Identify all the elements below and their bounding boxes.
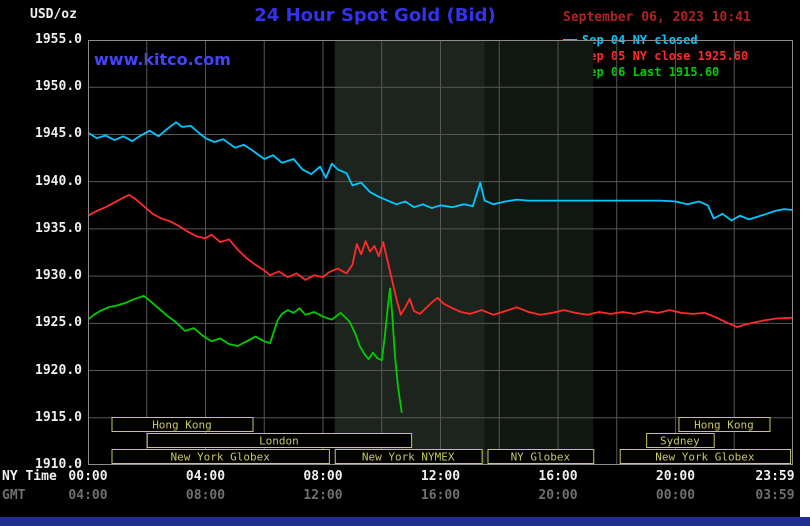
x-tick-ny-label: 00:00	[68, 469, 108, 484]
session-box-label: NY Globex	[511, 451, 571, 464]
session-box-label: New York Globex	[655, 451, 755, 464]
x-tick-gmt-label: 16:00	[420, 488, 461, 503]
session-box	[334, 449, 483, 464]
x-tick-gmt-label: 08:00	[185, 488, 226, 503]
x-tick-ny-label: 23:59	[755, 469, 795, 484]
chart-datetime: September 06, 2023 10:41	[563, 10, 751, 25]
gold-chart-canvas: Hong Kong London New York Globex New York N…	[88, 40, 793, 465]
x-tick-ny-label: 08:00	[303, 469, 343, 484]
bottom-blue-bar	[0, 517, 810, 526]
session-box	[111, 417, 254, 432]
x-tick-gmt-label: 20:00	[538, 488, 578, 503]
y-tick-label: 1935.0	[35, 220, 82, 236]
x-axis-gmt-caption: GMT	[2, 488, 26, 503]
session-highlight-band	[334, 40, 485, 465]
y-tick-label: 1950.0	[35, 79, 82, 95]
chart-title: 24 Hour Spot Gold (Bid)	[254, 5, 496, 26]
legend-item-label: Sep 05 NY close 1925.60	[582, 49, 749, 63]
session-box-label: New York Globex	[171, 451, 271, 464]
y-tick-label: 1955.0	[35, 32, 82, 47]
session-box	[678, 417, 771, 432]
session-box	[487, 449, 595, 464]
y-tick-label: 1945.0	[35, 126, 82, 142]
session-box	[646, 433, 715, 448]
x-axis-ny-caption: NY Time	[2, 469, 57, 484]
session-box	[111, 449, 330, 464]
y-tick-label: 1910.0	[35, 457, 82, 472]
price-line-2	[88, 287, 403, 414]
session-box-label: New York NYMEX	[362, 451, 455, 464]
x-tick-ny-label: 20:00	[655, 469, 696, 484]
session-highlight-band	[484, 40, 594, 465]
session-box-label: London	[259, 435, 299, 448]
session-box-label: Sydney	[660, 435, 700, 448]
price-line-0	[88, 121, 793, 222]
y-tick-label: 1940.0	[35, 173, 82, 189]
y-tick-label: 1925.0	[35, 315, 82, 331]
price-line-1	[88, 193, 793, 329]
y-tick-label: 1915.0	[35, 409, 82, 425]
x-tick-gmt-label: 03:59	[755, 488, 795, 503]
plot-frame	[88, 40, 793, 465]
x-tick-gmt-label: 00:00	[655, 488, 696, 503]
session-box	[619, 449, 792, 464]
session-box-label: Hong Kong	[152, 419, 212, 432]
x-tick-ny-label: 12:00	[420, 469, 461, 484]
x-tick-ny-label: 16:00	[538, 469, 578, 484]
kitco-watermark-link[interactable]: www.kitco.com	[94, 50, 231, 69]
chart-panel: USD/oz 24 Hour Spot Gold (Bid) September…	[0, 0, 800, 517]
x-tick-gmt-label: 04:00	[68, 488, 108, 503]
x-tick-gmt-label: 12:00	[303, 488, 343, 503]
y-tick-label: 1920.0	[35, 362, 82, 378]
y-tick-label: 1930.0	[35, 268, 82, 284]
session-box-label: Hong Kong	[694, 419, 754, 432]
session-box	[146, 433, 413, 448]
x-tick-ny-label: 04:00	[185, 469, 226, 484]
price-unit-label: USD/oz	[30, 7, 77, 22]
